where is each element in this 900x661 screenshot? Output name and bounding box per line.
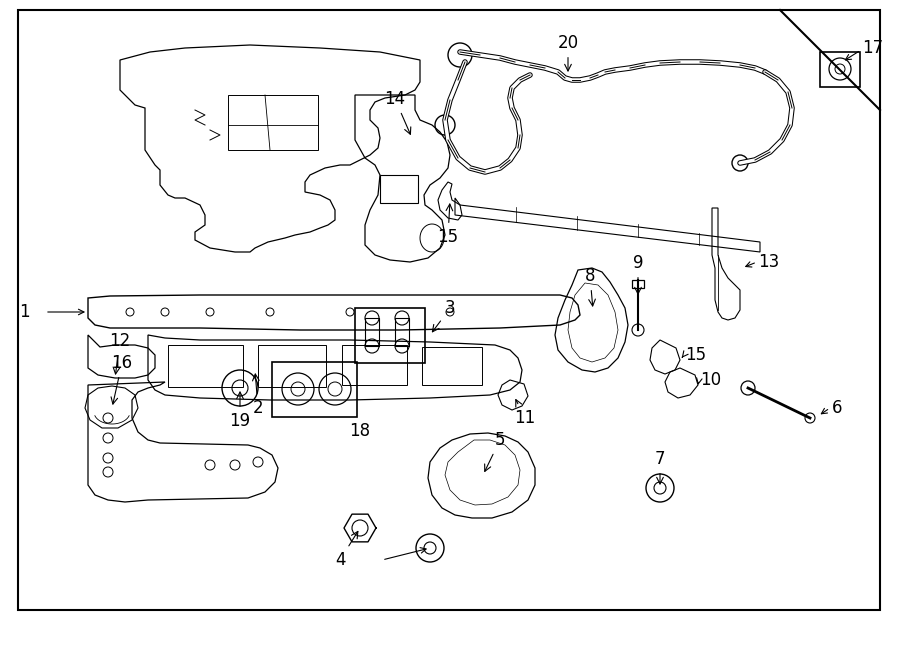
Text: 12: 12 [110,332,130,374]
Text: 1: 1 [20,303,30,321]
Bar [342,345,407,385]
Bar [168,345,243,387]
Text: 16: 16 [111,354,132,404]
Bar [422,347,482,385]
Text: 14: 14 [384,90,410,134]
Text: 17: 17 [862,39,883,57]
Text: 19: 19 [230,392,250,430]
Bar [380,175,418,203]
Text: 8: 8 [585,267,596,306]
Bar [820,52,860,87]
Text: 2: 2 [253,374,264,417]
Text: 11: 11 [515,400,536,427]
Text: 6: 6 [832,399,842,417]
Bar [365,318,379,346]
Text: 7: 7 [655,450,665,484]
Text: 4: 4 [335,531,358,569]
Text: 18: 18 [349,422,371,440]
Text: 3: 3 [432,299,455,332]
Bar [632,280,644,288]
Bar [355,308,425,363]
Bar [228,95,318,150]
Text: 15: 15 [437,204,459,246]
Text: 15: 15 [685,346,706,364]
Text: 13: 13 [758,253,779,271]
Text: 10: 10 [700,371,721,389]
Text: 20: 20 [557,34,579,71]
Bar [272,362,357,417]
Text: 9: 9 [633,254,643,294]
Text: 5: 5 [485,431,505,471]
Bar [395,318,409,346]
Bar [258,345,326,387]
